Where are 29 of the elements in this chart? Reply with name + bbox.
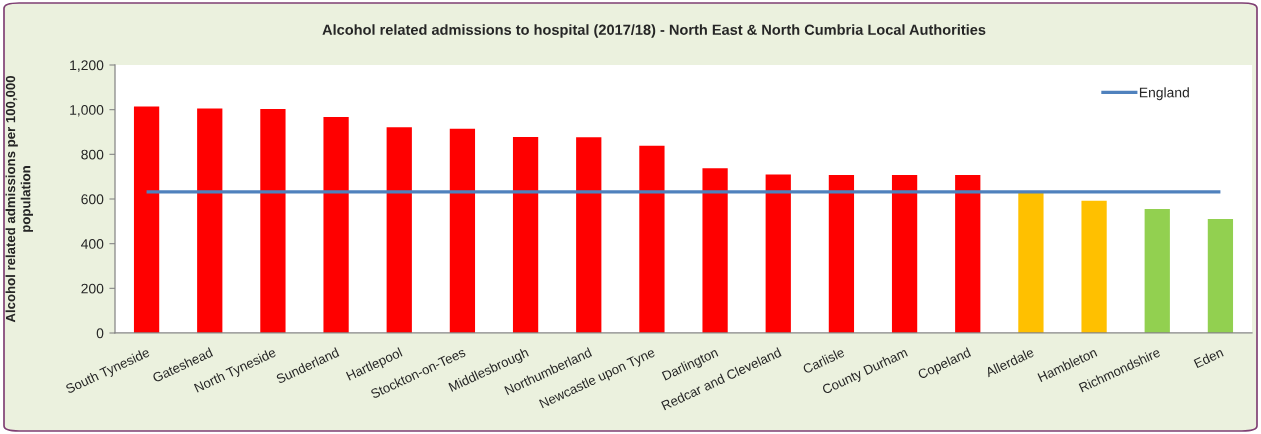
chart-title: Alcohol related admissions to hospital (2017/18) - North East & North Cumbria Local Authorities [322, 24, 986, 38]
y-tick-label: 600 [81, 194, 104, 205]
bar [1018, 192, 1044, 333]
y-tick-label: 200 [81, 283, 104, 294]
bar [1144, 209, 1170, 333]
bar [1081, 200, 1107, 333]
y-axis-title: Alcohol related admissions per 100,000 population [5, 75, 33, 323]
y-tick-label: 400 [81, 239, 104, 249]
legend-label: England [1139, 87, 1189, 101]
bar [197, 108, 223, 333]
bar [1207, 219, 1234, 333]
bar [133, 106, 160, 333]
bar [891, 174, 918, 333]
y-tick-label: 1,000 [70, 105, 104, 117]
bar [323, 117, 349, 333]
y-tick-label: 1,200 [70, 60, 104, 72]
bar [386, 127, 412, 333]
x-tick-label: Eden [1193, 347, 1224, 369]
bar [828, 174, 855, 333]
bar [765, 174, 791, 333]
bar [512, 136, 539, 333]
bar [449, 128, 476, 333]
bar [702, 168, 728, 333]
bar [639, 145, 665, 333]
y-tick-label: 0 [96, 328, 104, 339]
bar [260, 109, 286, 333]
y-tick-label: 800 [81, 149, 104, 160]
bar [955, 175, 981, 333]
bar [576, 137, 602, 333]
